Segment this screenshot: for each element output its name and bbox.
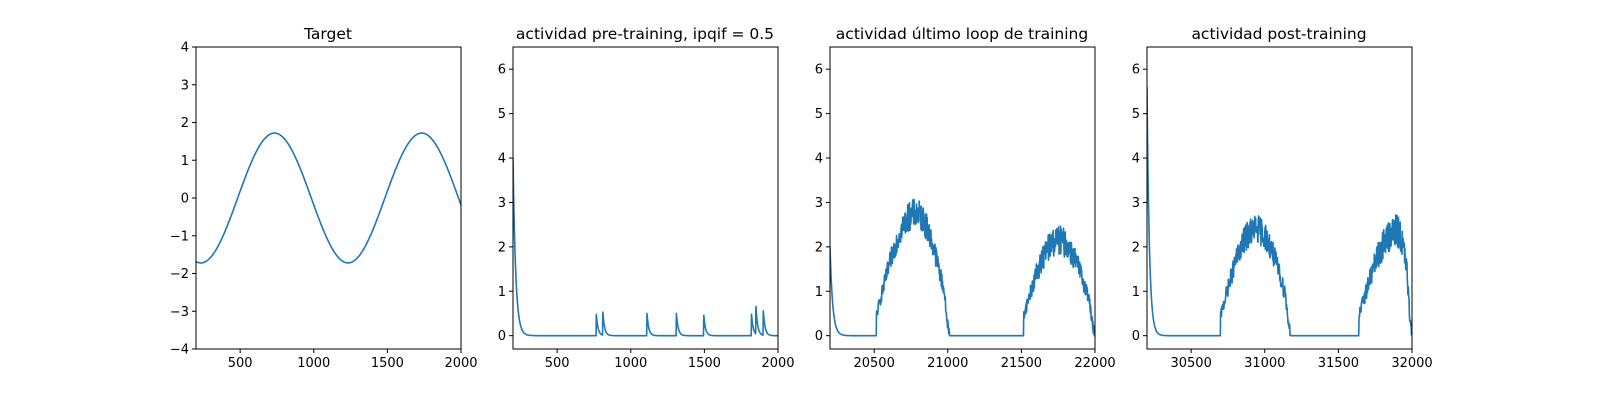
- x-tick-label: 22000: [1074, 356, 1115, 371]
- y-tick-label: 0: [181, 192, 189, 207]
- plot-area: 20500 21000 21500 22000 0 1 2 3 4 5 6: [815, 46, 1116, 371]
- axes-frame: [512, 46, 779, 350]
- axes-frame: [1146, 46, 1413, 350]
- x-tick-label: 1500: [371, 356, 404, 371]
- y-tick-label: 1: [815, 285, 823, 300]
- panel-title: actividad post-training: [1191, 25, 1366, 43]
- y-tick-label: 0: [1132, 329, 1140, 344]
- y-tick-label: 2: [498, 240, 506, 255]
- panel-title: Target: [303, 25, 352, 43]
- x-tick-label: 500: [545, 356, 570, 371]
- y-tick-label: 6: [1132, 63, 1140, 78]
- panel-pre-training: actividad pre-training, ipqif = 0.5 500 1…: [498, 25, 795, 371]
- y-tick-label: 2: [1132, 240, 1140, 255]
- series-line: [830, 198, 1095, 337]
- y-tick-label: 6: [498, 63, 506, 78]
- y-tick-label: 2: [181, 116, 189, 131]
- y-tick-label: 3: [181, 78, 189, 93]
- y-tick-label: −3: [170, 305, 189, 320]
- y-tick-label: 5: [1132, 107, 1140, 122]
- y-tick-label: 0: [815, 329, 823, 344]
- y-tick-label: 3: [498, 196, 506, 211]
- panel-post-training: actividad post-training 30500 31000 31500 3…: [1132, 25, 1433, 371]
- panel-title: actividad pre-training, ipqif = 0.5: [516, 25, 774, 43]
- y-tick-label: 1: [1132, 285, 1140, 300]
- x-tick-label: 21500: [1001, 356, 1042, 371]
- panel-last-training-loop: actividad último loop de training 20500 2…: [815, 25, 1116, 371]
- y-tick-label: 4: [498, 152, 506, 167]
- y-tick-label: 4: [1132, 152, 1140, 167]
- plot-area: 500 1000 1500 2000 0 1 2 3 4 5 6: [498, 46, 795, 371]
- panel-target: Target 500 1000 1500 2000 −4 −3 −2 −1 0 1 2 3 4: [170, 25, 478, 371]
- y-tick-label: 3: [815, 196, 823, 211]
- y-tick-label: 2: [815, 240, 823, 255]
- axes-frame: [829, 46, 1096, 350]
- y-tick-label: −2: [170, 267, 189, 282]
- x-tick-label: 2000: [761, 356, 794, 371]
- y-tick-label: 1: [498, 285, 506, 300]
- y-tick-label: 0: [498, 329, 506, 344]
- x-tick-label: 30500: [1170, 356, 1211, 371]
- plot-area: 30500 31000 31500 32000 0 1 2 3 4 5 6: [1132, 46, 1433, 371]
- x-tick-label: 31000: [1244, 356, 1285, 371]
- y-tick-label: 4: [815, 152, 823, 167]
- x-tick-label: 1000: [297, 356, 330, 371]
- x-tick-label: 32000: [1391, 356, 1432, 371]
- y-tick-label: −1: [170, 229, 189, 244]
- y-tick-label: 5: [498, 107, 506, 122]
- x-tick-label: 20500: [853, 356, 894, 371]
- panel-title: actividad último loop de training: [836, 25, 1088, 43]
- x-tick-label: 1500: [688, 356, 721, 371]
- series-line: [1147, 86, 1412, 337]
- x-tick-label: 500: [228, 356, 253, 371]
- plot-area: 500 1000 1500 2000 −4 −3 −2 −1 0 1 2 3 4: [170, 41, 478, 372]
- series-line: [196, 132, 461, 264]
- x-tick-label: 1000: [614, 356, 647, 371]
- y-tick-label: −4: [170, 343, 189, 358]
- y-tick-label: 6: [815, 63, 823, 78]
- x-tick-label: 2000: [444, 356, 477, 371]
- series-line: [513, 158, 778, 337]
- y-tick-label: 5: [815, 107, 823, 122]
- y-tick-label: 4: [181, 41, 189, 56]
- x-tick-label: 31500: [1318, 356, 1359, 371]
- x-tick-label: 21000: [927, 356, 968, 371]
- y-tick-label: 1: [181, 154, 189, 169]
- y-tick-label: 3: [1132, 196, 1140, 211]
